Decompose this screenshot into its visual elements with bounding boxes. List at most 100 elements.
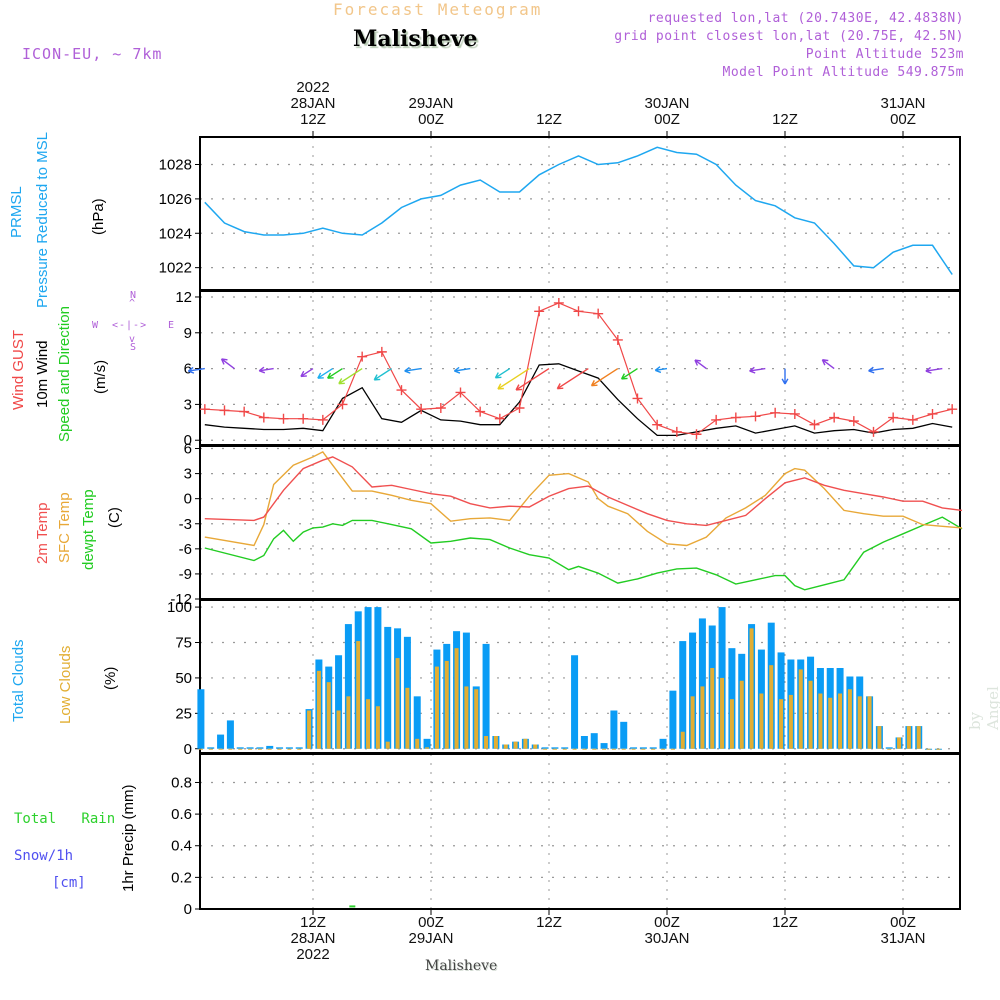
low-cloud-bar — [297, 748, 302, 750]
gust-marker — [219, 405, 230, 416]
total-cloud-bar — [620, 721, 628, 749]
wind-arrow — [338, 368, 363, 385]
wind-arrow — [258, 366, 274, 374]
total-cloud-bar — [256, 747, 264, 749]
tick-line: 28JAN — [290, 930, 336, 947]
wind-arrow — [749, 366, 766, 374]
tick-line: 00Z — [418, 914, 444, 931]
requested-coords: requested lon,lat (20.7430E, 42.4838N) — [647, 11, 964, 26]
low-cloud-bar — [474, 689, 479, 749]
total-cloud-bar — [561, 747, 569, 749]
total-cloud-bar — [610, 710, 618, 749]
low-cloud-bar — [769, 665, 774, 749]
gust-marker — [789, 408, 800, 419]
snow-legend: Snow/1h — [14, 848, 74, 864]
dewpt-line — [204, 516, 963, 591]
low-cloud-bar — [867, 696, 872, 749]
low-cloud-bar — [444, 660, 449, 749]
low-cloud-bar — [208, 748, 213, 750]
y-tick-label: 0 — [184, 432, 192, 449]
gust-marker — [435, 402, 446, 413]
gust-marker — [691, 429, 702, 440]
low-cloud-bar — [277, 748, 282, 750]
compass-north: N — [130, 290, 137, 301]
low-cloud-bar — [906, 726, 911, 749]
y-tick-label: 100 — [167, 599, 192, 616]
gust-marker — [593, 308, 604, 319]
low-cloud-bar — [395, 658, 400, 749]
gust-marker — [711, 414, 722, 425]
total-cloud-bar — [649, 747, 657, 749]
total-cloud-bar — [551, 747, 559, 749]
wind-arrow — [497, 368, 530, 390]
wind-arrow — [821, 359, 835, 370]
low-cloud-bar — [916, 726, 921, 749]
y-tick-label: 3 — [184, 396, 192, 413]
y-tick-label: 25 — [175, 705, 192, 722]
low-cloud-bar — [897, 737, 902, 749]
gust-marker — [357, 351, 368, 362]
wind-arrow — [620, 368, 638, 380]
gust-marker — [376, 346, 387, 357]
gust-marker — [730, 412, 741, 423]
low-cloud-bar — [847, 689, 852, 749]
tick-line: 12Z — [300, 914, 326, 931]
low-cloud-bar — [425, 747, 430, 749]
total-cloud-bar — [482, 643, 490, 749]
tick-line: 00Z — [890, 111, 916, 128]
total-cloud-bar — [728, 648, 736, 749]
gust-marker — [829, 412, 840, 423]
wind-arrow — [187, 366, 205, 374]
tick-line: 00Z — [654, 111, 680, 128]
low-cloud-bar — [228, 748, 233, 750]
low-cloud-bar — [248, 748, 253, 750]
gust-marker — [199, 404, 210, 415]
gust-marker — [337, 399, 348, 410]
gust-marker — [416, 404, 427, 415]
low-cloud-bar — [366, 699, 371, 749]
tick-line: 00Z — [418, 111, 444, 128]
low-cloud-bar — [464, 686, 469, 749]
y-tick-label: 1022 — [159, 260, 192, 277]
y-tick-label: 6 — [184, 361, 192, 378]
y-tick-label: 1024 — [159, 225, 192, 242]
total-cloud-bar — [374, 607, 382, 749]
low-cloud-bar — [503, 744, 508, 749]
bottom-axis-tick-label: 12Z 28JAN 2022 — [273, 915, 353, 963]
low-cloud-bar — [887, 748, 892, 750]
gust-marker — [888, 412, 899, 423]
bottom-axis-tick-label: 00Z 31JAN — [863, 915, 943, 947]
gust-marker — [848, 416, 859, 427]
top-axis-tick-label: 31JAN 00Z — [863, 96, 943, 128]
low-cloud-bar — [543, 748, 548, 750]
low-cloud-bar — [857, 696, 862, 749]
tick-line: 30JAN — [644, 95, 690, 112]
low-cloud-bar — [828, 697, 833, 749]
compass-west: W — [92, 320, 99, 331]
y-tick-label: -6 — [179, 541, 192, 558]
low-cloud-bar — [484, 736, 489, 749]
wind-arrow — [925, 366, 943, 374]
panel-1: 0 3 6 9 12 — [175, 289, 961, 449]
y-tick-label: 3 — [184, 466, 192, 483]
gust-marker — [278, 413, 289, 424]
wind-arrow — [868, 366, 884, 374]
tick-line: 12Z — [300, 111, 326, 128]
compass-hz-arrows: <-|-> — [112, 320, 148, 331]
total-cloud-bar — [669, 690, 677, 749]
y-tick-label: 6 — [184, 441, 192, 458]
tick-line: 29JAN — [408, 930, 454, 947]
pressure-line — [204, 146, 953, 275]
total-cloud-bar — [639, 747, 647, 749]
low-cloud-bar — [336, 710, 341, 749]
total-cloud-bar — [197, 689, 205, 749]
gust-marker — [475, 406, 486, 417]
y-tick-label: 12 — [175, 289, 192, 306]
low-cloud-bar — [198, 748, 203, 750]
gust-marker — [809, 419, 820, 430]
low-cloud-bar — [877, 726, 882, 749]
t2m-line — [204, 456, 963, 527]
bottom-axis-tick-label: 00Z 30JAN — [627, 915, 707, 947]
tick-line: 28JAN — [290, 95, 336, 112]
low-cloud-bar — [926, 748, 931, 750]
